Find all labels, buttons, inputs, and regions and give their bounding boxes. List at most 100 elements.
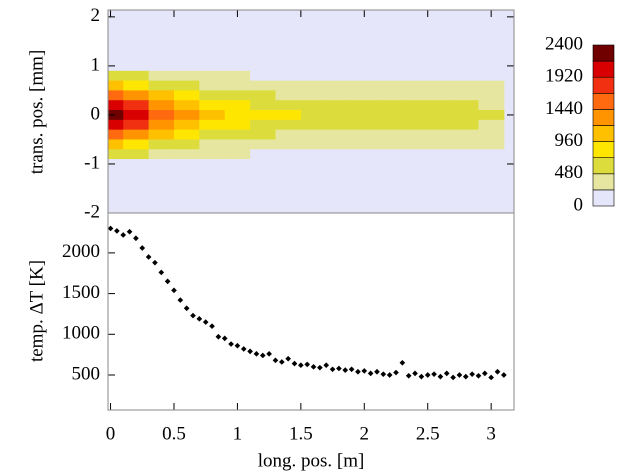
contour-cell bbox=[402, 90, 429, 101]
contour-cell bbox=[427, 60, 454, 72]
contour-cell bbox=[275, 60, 302, 72]
colorbar-swatch bbox=[592, 157, 615, 175]
data-point bbox=[126, 228, 133, 235]
contour-cell bbox=[402, 159, 429, 170]
colorbar-swatch bbox=[592, 76, 615, 94]
data-point bbox=[278, 359, 285, 365]
contour-cell bbox=[326, 129, 353, 140]
contour-cell bbox=[199, 119, 226, 131]
contour-cell bbox=[351, 60, 378, 72]
contour-cell bbox=[402, 129, 429, 140]
colorbar-tick-label: 0 bbox=[574, 194, 584, 215]
contour-cell bbox=[108, 119, 124, 131]
contour-cell bbox=[453, 139, 479, 150]
colorbar-swatch bbox=[592, 125, 615, 142]
contour-cell bbox=[478, 110, 505, 121]
contour-cell bbox=[453, 100, 479, 111]
contour-area bbox=[108, 10, 514, 213]
data-point bbox=[412, 370, 418, 377]
contour-cell bbox=[224, 149, 251, 160]
contour-cell bbox=[478, 159, 505, 170]
data-point bbox=[209, 323, 215, 329]
contour-cell bbox=[351, 80, 378, 91]
contour-cell bbox=[148, 119, 175, 131]
data-point bbox=[215, 333, 222, 340]
data-point bbox=[494, 368, 501, 375]
contour-cell bbox=[275, 139, 302, 150]
contour-cell bbox=[224, 129, 251, 140]
contour-cell bbox=[402, 80, 429, 91]
contour-cell bbox=[250, 139, 276, 150]
data-point bbox=[399, 359, 406, 366]
colorbar-tick-label: 480 bbox=[555, 162, 584, 183]
data-point bbox=[114, 228, 120, 234]
x-tick-label: 0.5 bbox=[162, 423, 186, 444]
x-tick-label: 2.5 bbox=[416, 423, 440, 444]
data-point bbox=[221, 335, 228, 342]
contour-cell bbox=[173, 119, 200, 131]
data-point bbox=[361, 368, 368, 374]
contour-cell bbox=[326, 119, 353, 131]
contour-cell bbox=[108, 60, 124, 72]
contour-cell bbox=[123, 159, 150, 170]
y-tick-label: -1 bbox=[84, 152, 100, 173]
contour-cell bbox=[224, 100, 251, 111]
data-point bbox=[291, 360, 298, 367]
x-tick-label: 0 bbox=[106, 423, 116, 444]
contour-cell bbox=[376, 139, 403, 150]
contour-cell bbox=[173, 159, 200, 170]
contour-cell bbox=[108, 129, 124, 140]
contour-cell bbox=[173, 129, 200, 140]
contour-cell bbox=[376, 119, 403, 131]
data-point bbox=[304, 361, 311, 368]
data-point bbox=[336, 365, 342, 372]
colorbar-tick-label: 2400 bbox=[545, 33, 583, 54]
contour-cell bbox=[123, 139, 150, 150]
colorbar-swatch bbox=[592, 173, 615, 191]
contour-cell bbox=[300, 70, 327, 82]
contour-cell bbox=[123, 110, 150, 121]
contour-cell bbox=[108, 159, 124, 170]
contour-cell bbox=[224, 139, 251, 150]
contour-cell bbox=[376, 129, 403, 140]
contour-cell bbox=[376, 110, 403, 121]
contour-cell bbox=[453, 90, 479, 101]
colorbar-swatch bbox=[592, 189, 615, 207]
data-point bbox=[164, 278, 171, 285]
contour-cell bbox=[123, 119, 150, 131]
contour-cell bbox=[250, 60, 276, 72]
contour-cell bbox=[478, 149, 505, 160]
contour-cell bbox=[250, 110, 276, 121]
data-point bbox=[272, 357, 279, 364]
x-tick-label: 2 bbox=[360, 423, 370, 444]
contour-cell bbox=[199, 149, 226, 160]
data-point bbox=[450, 374, 456, 381]
contour-cell bbox=[199, 139, 226, 150]
contour-cell bbox=[376, 90, 403, 101]
contour-cell bbox=[326, 110, 353, 121]
contour-cell bbox=[453, 110, 479, 121]
contour-cell bbox=[148, 100, 175, 111]
contour-cell bbox=[123, 70, 150, 82]
data-point bbox=[202, 319, 209, 325]
contour-cell bbox=[123, 60, 150, 72]
contour-cell bbox=[427, 80, 454, 91]
contour-cell bbox=[148, 60, 175, 72]
y-tick-label: -2 bbox=[84, 201, 100, 222]
data-point bbox=[501, 372, 507, 378]
contour-cell bbox=[376, 100, 403, 111]
contour-cell bbox=[173, 139, 200, 150]
data-point bbox=[329, 366, 336, 373]
contour-cell bbox=[351, 70, 378, 82]
contour-cell bbox=[173, 100, 200, 111]
contour-cell bbox=[250, 80, 276, 91]
contour-cell bbox=[199, 70, 226, 82]
contour-cell bbox=[478, 119, 505, 131]
contour-cell bbox=[478, 139, 505, 150]
data-point bbox=[259, 352, 266, 359]
contour-cell bbox=[250, 149, 276, 160]
contour-cell bbox=[199, 159, 226, 170]
contour-cell bbox=[453, 70, 479, 82]
colorbar-tick-label: 1920 bbox=[545, 66, 583, 87]
y-tick-label: 1000 bbox=[62, 323, 100, 344]
